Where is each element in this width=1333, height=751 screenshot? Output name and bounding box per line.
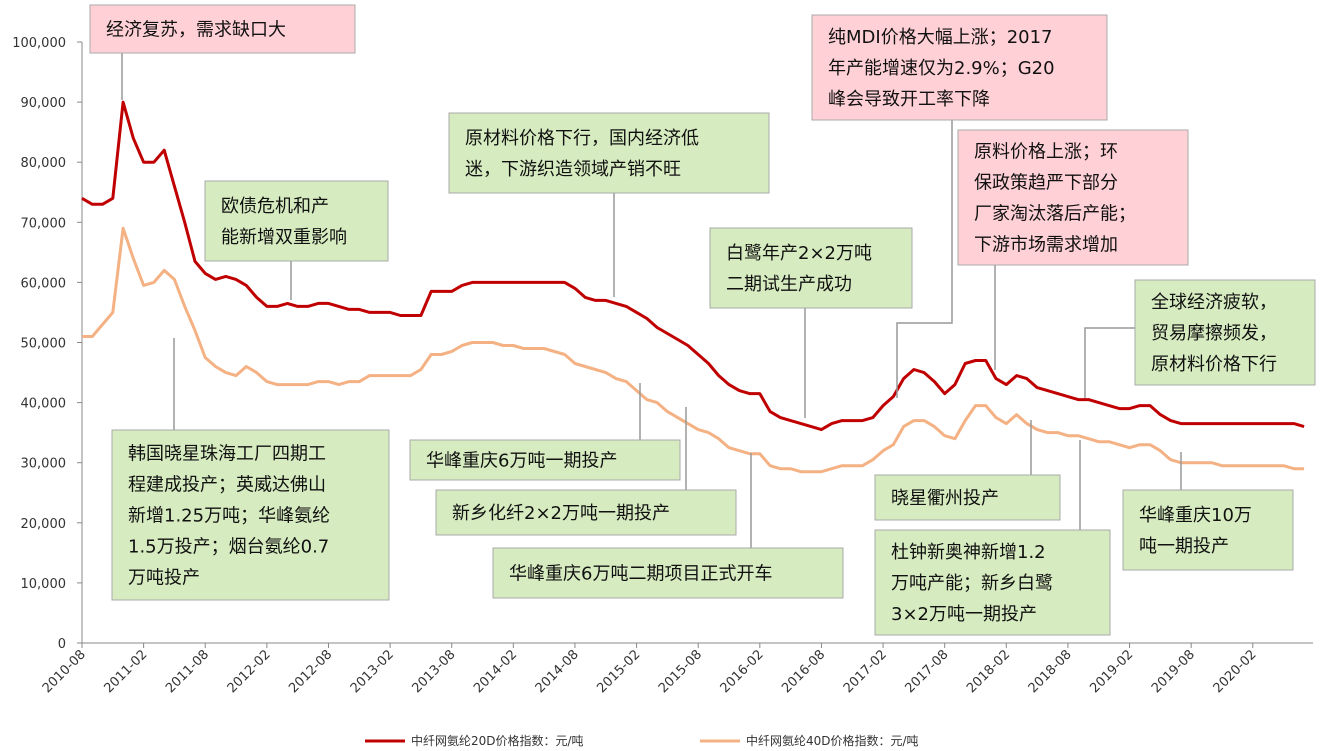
- y-tick-label: 60,000: [21, 276, 67, 291]
- annotation-box: [409, 439, 681, 481]
- x-tick-label: 2017-02: [841, 647, 890, 696]
- annotation-box: [874, 474, 1061, 521]
- annotation-text: 迷，下游织造领域产销不旺: [465, 159, 681, 180]
- annotation-text: 万吨产能；新乡白鹭: [891, 573, 1053, 594]
- x-tick-label: 2013-02: [348, 647, 397, 696]
- annotation-text: 纯MDI价格大幅上涨；2017: [828, 27, 1053, 48]
- annotation-box: [1134, 279, 1316, 386]
- annotation-text: 1.5万投产；烟台氨纶0.7: [128, 537, 329, 558]
- annotation-text: 华峰重庆6万吨一期投产: [426, 451, 617, 472]
- y-tick-label: 100,000: [12, 36, 66, 51]
- y-tick-label: 40,000: [21, 397, 67, 412]
- annotation-box: [204, 180, 389, 262]
- x-tick-label: 2016-02: [718, 647, 767, 696]
- annotation: 晓星衢州投产: [874, 474, 1061, 521]
- y-tick-label: 50,000: [21, 337, 67, 352]
- annotation: 纯MDI价格大幅上涨；2017 年产能增速仅为2.9%；G20 峰会导致开工率下降: [811, 14, 1108, 121]
- y-tick-label: 80,000: [21, 156, 67, 171]
- annotation-box: [709, 227, 913, 309]
- annotation-text: 经济复苏，需求缺口大: [106, 20, 286, 41]
- y-tick-label: 90,000: [21, 96, 67, 111]
- x-tick-label: 2019-08: [1149, 647, 1198, 696]
- x-tick-label: 2012-02: [225, 647, 274, 696]
- x-tick-label: 2011-02: [101, 647, 150, 696]
- leader-line: [1084, 327, 1135, 398]
- y-tick-label: 20,000: [21, 517, 67, 532]
- annotation-box: [492, 547, 844, 599]
- x-tick-label: 2014-02: [471, 647, 520, 696]
- annotation-text: 能新增双重影响: [221, 227, 347, 248]
- annotation-text: 晓星衢州投产: [891, 488, 999, 509]
- x-tick-label: 2017-08: [902, 647, 951, 696]
- x-tick-label: 2020-02: [1211, 647, 1260, 696]
- x-tick-label: 2018-08: [1026, 647, 1075, 696]
- annotation-box: [111, 429, 390, 601]
- annotation-text: 华峰重庆10万: [1139, 505, 1252, 526]
- annotation-box: [448, 112, 770, 194]
- x-tick-label: 2013-08: [410, 647, 459, 696]
- annotation-text: 新乡化纤2×2万吨一期投产: [452, 503, 670, 524]
- x-tick-label: 2014-08: [533, 647, 582, 696]
- annotation-text: 二期试生产成功: [726, 274, 852, 295]
- annotation: 华峰重庆6万吨二期项目正式开车: [492, 547, 844, 599]
- y-tick-label: 70,000: [21, 216, 67, 231]
- annotation-text: 全球经济疲软，: [1151, 292, 1277, 313]
- y-tick-label: 0: [58, 637, 66, 652]
- series-line: [81, 100, 1305, 432]
- annotation-text: 贸易摩擦频发，: [1151, 323, 1277, 344]
- annotation-box: [89, 4, 356, 54]
- annotation-text: 3×2万吨一期投产: [891, 604, 1037, 625]
- y-tick-label: 10,000: [21, 577, 67, 592]
- x-tick-label: 2010-08: [40, 647, 89, 696]
- annotation-text: 欧债危机和产: [221, 196, 329, 217]
- annotation: 经济复苏，需求缺口大: [89, 4, 356, 54]
- leader-line: [896, 120, 953, 398]
- annotation-text: 年产能增速仅为2.9%；G20: [828, 58, 1055, 79]
- annotation-box: [1122, 489, 1294, 571]
- annotation-box: [957, 129, 1189, 266]
- annotation-text: 韩国晓星珠海工厂四期工: [128, 444, 326, 465]
- annotation-box: [435, 489, 737, 536]
- annotation-text: 杜钟新奥神新增1.2: [891, 542, 1046, 563]
- annotation-text: 原料价格上涨；环: [974, 142, 1118, 163]
- annotation: 杜钟新奥神新增1.2 万吨产能；新乡白鹭 3×2万吨一期投产: [874, 529, 1111, 636]
- annotation-box: [874, 529, 1111, 636]
- x-tick-label: 2019-02: [1087, 647, 1136, 696]
- annotation-text: 厂家淘汰落后产能；: [974, 204, 1136, 225]
- annotation-text: 新增1.25万吨；华峰氨纶: [128, 506, 330, 527]
- annotation: 华峰重庆6万吨一期投产: [409, 439, 681, 481]
- annotation-text: 原材料价格下行，国内经济低: [465, 128, 699, 149]
- legend-label: 中纤网氨纶20D价格指数：元/吨: [411, 733, 584, 748]
- annotation-text: 华峰重庆6万吨二期项目正式开车: [509, 564, 772, 585]
- x-tick-label: 2011-08: [163, 647, 212, 696]
- legend-label: 中纤网氨纶40D价格指数：元/吨: [746, 733, 919, 748]
- y-tick-label: 30,000: [21, 457, 67, 472]
- annotation-text: 下游市场需求增加: [974, 235, 1118, 256]
- annotation-text: 程建成投产；英威达佛山: [128, 475, 326, 496]
- x-tick-label: 2016-08: [779, 647, 828, 696]
- annotation-text: 原材料价格下行: [1151, 354, 1277, 375]
- annotation-text: 白鹭年产2×2万吨: [726, 243, 872, 264]
- series-line: [82, 226, 1305, 474]
- annotation-text: 万吨投产: [128, 568, 200, 589]
- x-tick-label: 2012-08: [286, 647, 335, 696]
- annotation-text: 保政策趋严下部分: [974, 173, 1118, 194]
- annotation-text: 峰会导致开工率下降: [828, 89, 990, 110]
- annotation-text: 吨一期投产: [1139, 536, 1229, 557]
- x-tick-label: 2015-08: [656, 647, 705, 696]
- x-tick-label: 2015-02: [594, 647, 643, 696]
- annotation: 全球经济疲软， 贸易摩擦频发， 原材料价格下行: [1134, 279, 1316, 386]
- annotation: 新乡化纤2×2万吨一期投产: [435, 489, 737, 536]
- annotation-box: [811, 14, 1108, 121]
- x-tick-label: 2018-02: [964, 647, 1013, 696]
